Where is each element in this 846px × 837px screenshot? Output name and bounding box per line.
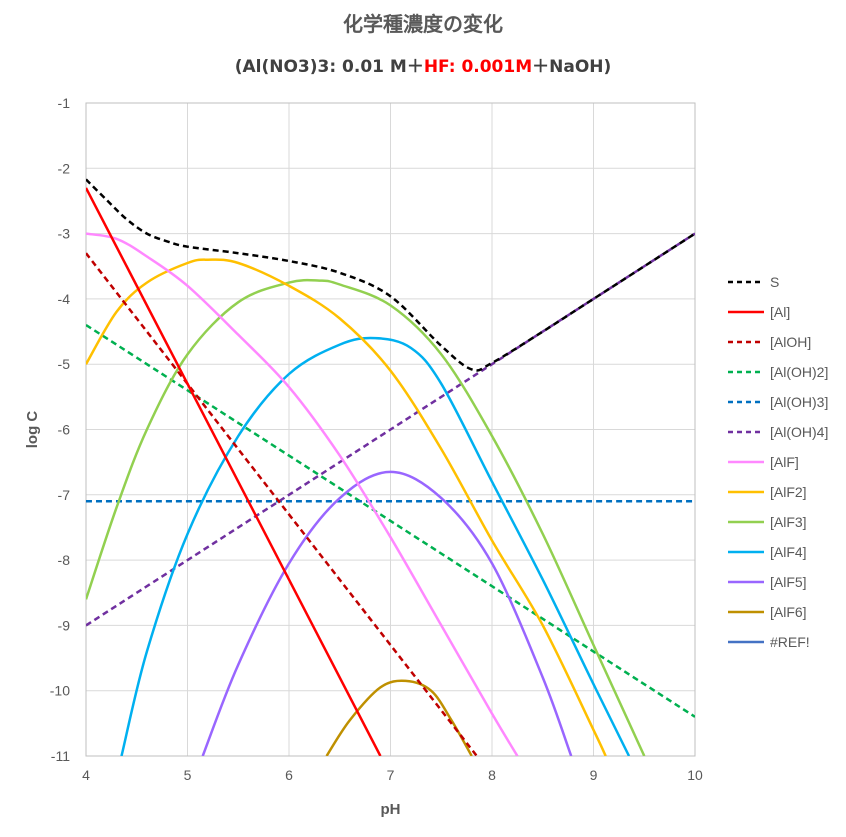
legend-label: [AlF3] — [770, 514, 807, 530]
series-line-aloh — [86, 252, 478, 756]
y-tick-label: -8 — [58, 552, 71, 568]
y-axis-label: log C — [24, 411, 41, 449]
legend-label: [AlF] — [770, 454, 799, 470]
series-line-al-oh-4 — [86, 232, 695, 627]
x-tick-label: 7 — [387, 767, 395, 783]
y-tick-label: -11 — [51, 748, 70, 764]
y-tick-label: -2 — [58, 160, 71, 176]
x-tick-label: 8 — [488, 767, 496, 783]
series-line-alf — [86, 232, 519, 756]
series-line-alf4 — [120, 336, 631, 756]
series-line-alf5 — [201, 470, 573, 756]
legend-label: [AlF4] — [770, 544, 807, 560]
series-line-al — [86, 187, 382, 756]
legend-label: [AlF5] — [770, 574, 807, 590]
x-axis-label: pH — [381, 801, 401, 818]
legend-label: [AlF6] — [770, 604, 807, 620]
chart-title: 化学種濃度の変化 — [343, 12, 503, 36]
legend: S [Al] [AlOH] [Al(OH)2] [Al(OH)3] [Al(OH)4] [A… — [728, 274, 828, 650]
series-line-al-oh-2 — [86, 323, 695, 718]
x-tick-label: 9 — [590, 767, 598, 783]
series-line-alf6 — [325, 679, 473, 756]
x-tick-label: 6 — [285, 767, 293, 783]
legend-label: S — [770, 274, 779, 290]
y-tick-label: -1 — [58, 95, 71, 111]
series-lines — [86, 178, 695, 756]
y-tick-label: -7 — [58, 487, 71, 503]
legend-label: #REF! — [770, 634, 810, 650]
subtitle-hf: HF: 0.001M — [423, 57, 533, 77]
legend-label: [AlF2] — [770, 484, 807, 500]
x-tick-label: 5 — [184, 767, 192, 783]
y-tick-label: -6 — [58, 422, 71, 438]
y-tick-label: -5 — [58, 356, 71, 372]
legend-label: [Al(OH)4] — [770, 424, 828, 440]
y-tick-label: -10 — [50, 683, 70, 699]
plot-area-border — [85, 102, 696, 757]
axes: 4 5 6 7 8 9 10 -1 -2 -3 -4 -5 -6 -7 -8 -9 -10 -11 pH log C — [24, 95, 703, 818]
chart-subtitle: (Al(NO3)3: 0.01 M＋HF: 0.001M＋NaOH) — [0, 52, 846, 77]
x-tick-label: 10 — [687, 767, 703, 783]
legend-label: [Al(OH)2] — [770, 364, 828, 380]
y-tick-label: -4 — [58, 291, 71, 307]
series-line-alf2 — [86, 258, 607, 756]
subtitle-al: (Al(NO3)3: 0.01 M＋ — [234, 57, 424, 77]
series-line-alf3 — [86, 278, 646, 756]
legend-label: [AlOH] — [770, 334, 811, 350]
series-line-s — [86, 178, 695, 372]
legend-label: [Al(OH)3] — [770, 394, 828, 410]
x-tick-label: 4 — [82, 767, 90, 783]
y-tick-label: -3 — [58, 226, 71, 242]
legend-label: [Al] — [770, 304, 790, 320]
subtitle-naoh: ＋NaOH) — [532, 57, 612, 77]
y-tick-label: -9 — [58, 617, 71, 633]
